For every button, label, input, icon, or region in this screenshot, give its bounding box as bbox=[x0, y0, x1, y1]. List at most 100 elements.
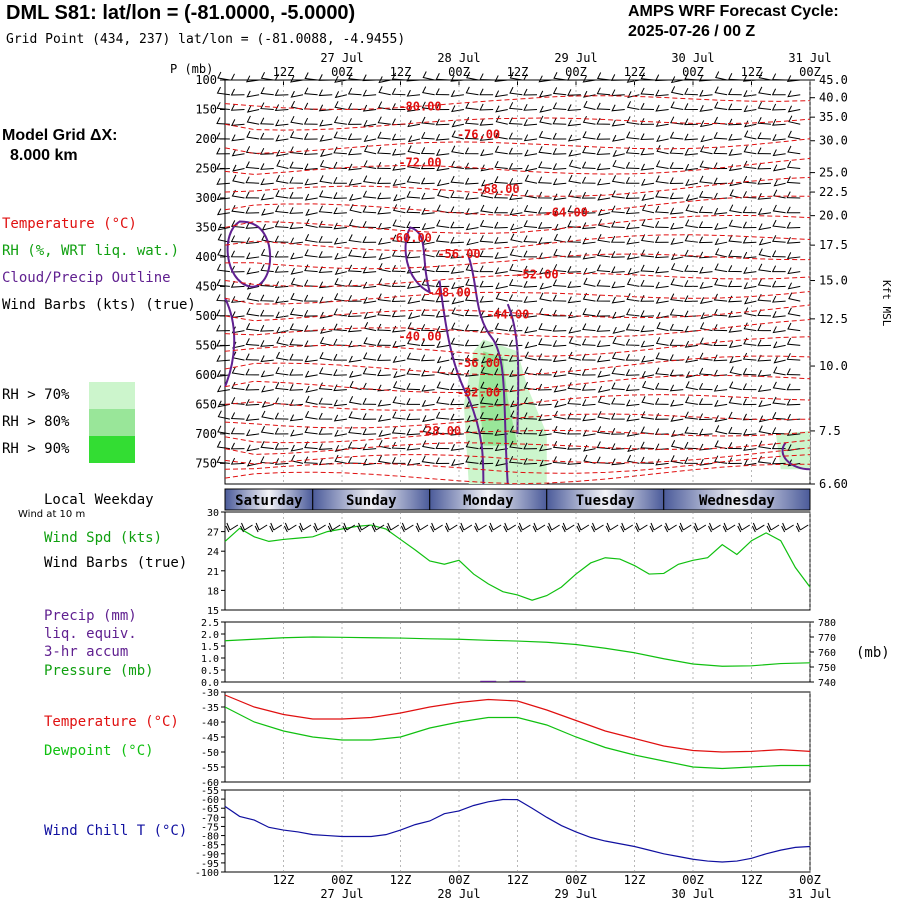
surface-wind-barb bbox=[459, 522, 473, 533]
wind-barb bbox=[611, 311, 625, 319]
weekday-label: Wednesday bbox=[699, 493, 775, 509]
wind-barb bbox=[289, 353, 304, 361]
wind-barb bbox=[493, 206, 508, 214]
wind-barb bbox=[260, 355, 274, 363]
date-tick-label-top: 31 Jul bbox=[788, 51, 831, 65]
wind-barb bbox=[290, 292, 304, 302]
wind-barb bbox=[216, 132, 230, 140]
wind-barb bbox=[685, 194, 698, 202]
wind-barb bbox=[670, 76, 684, 84]
wind-barb bbox=[611, 382, 625, 391]
wind-barb bbox=[537, 176, 552, 184]
wind-barb bbox=[494, 252, 508, 259]
wind-barb bbox=[669, 384, 684, 392]
wind-barb bbox=[552, 340, 567, 347]
wind-barb bbox=[348, 249, 362, 258]
wind-barb bbox=[728, 341, 742, 348]
wind-barb bbox=[772, 381, 786, 391]
wind-barb bbox=[583, 277, 596, 287]
wind-barb bbox=[480, 356, 494, 364]
wind-barb bbox=[684, 133, 698, 141]
temp-panel-ytick-label: -30 bbox=[201, 688, 219, 699]
wind-barb bbox=[334, 268, 347, 276]
wind-barb bbox=[552, 163, 567, 170]
wind-barb bbox=[611, 266, 625, 274]
wind-barb bbox=[216, 440, 230, 450]
wind-barb bbox=[670, 263, 684, 273]
wind-barb bbox=[655, 89, 669, 97]
wind-barb bbox=[217, 400, 230, 408]
wind-barb bbox=[407, 145, 421, 155]
wind-barb bbox=[626, 75, 640, 83]
date-tick-label-top: 29 Jul bbox=[554, 51, 597, 65]
wind-barb bbox=[669, 177, 684, 185]
wind-barb bbox=[611, 104, 625, 112]
wind-barb bbox=[669, 207, 684, 215]
wind-barb bbox=[656, 145, 669, 155]
wind-barb bbox=[728, 73, 742, 81]
pressure-y2tick-label: 770 bbox=[818, 633, 836, 644]
temperature-contour bbox=[224, 195, 811, 217]
wind-barb bbox=[333, 116, 347, 125]
wind-barb bbox=[612, 326, 625, 334]
wind-barb bbox=[290, 75, 304, 83]
wind-barb bbox=[276, 336, 289, 346]
wind-barb bbox=[216, 102, 230, 110]
wind-barb bbox=[274, 235, 289, 243]
wind-barb bbox=[625, 353, 640, 361]
model-grid-line1: Model Grid ΔX: bbox=[2, 127, 118, 144]
temperature-contour bbox=[224, 463, 811, 485]
wind-barb bbox=[552, 264, 567, 273]
wind-barb bbox=[437, 366, 450, 376]
wind-barb bbox=[318, 382, 333, 391]
wind-barb bbox=[700, 135, 713, 143]
surface-wind-barb bbox=[269, 522, 283, 533]
wind-barb bbox=[684, 441, 698, 450]
wind-barb bbox=[304, 87, 318, 96]
wind-barb bbox=[259, 132, 274, 140]
wind-barb bbox=[495, 130, 508, 140]
wind-barb bbox=[407, 322, 421, 332]
wind-barb bbox=[451, 120, 464, 128]
wind-barb bbox=[757, 369, 772, 377]
wind-barb bbox=[670, 293, 684, 302]
wind-barb bbox=[362, 428, 377, 436]
time-tick-label-bottom: 00Z bbox=[799, 873, 821, 887]
wind-barb bbox=[304, 72, 318, 81]
wind-barb bbox=[786, 368, 801, 376]
wind-barb bbox=[260, 87, 274, 96]
windchill-panel-ytick-label: -65 bbox=[201, 804, 219, 815]
wind-barb bbox=[655, 458, 669, 466]
wind-barb bbox=[743, 267, 757, 274]
wind-barb bbox=[230, 265, 245, 273]
wind-barb bbox=[480, 149, 494, 157]
wind-barb bbox=[786, 176, 801, 184]
wind-barb bbox=[597, 218, 611, 228]
wind-barb bbox=[757, 309, 772, 317]
wind-barb bbox=[757, 117, 772, 125]
temperature-line bbox=[224, 694, 811, 753]
time-tick-label-bottom: 12Z bbox=[624, 873, 646, 887]
wind-barb bbox=[742, 74, 757, 82]
wind-barb bbox=[727, 280, 742, 288]
wind-barb bbox=[742, 398, 757, 406]
wind-barb bbox=[406, 221, 420, 228]
wind-barb bbox=[378, 430, 391, 438]
wind-barb bbox=[611, 397, 625, 405]
wind-barb bbox=[333, 353, 347, 361]
wind-barb bbox=[451, 459, 464, 467]
wind-barb bbox=[216, 279, 230, 287]
windchill-panel-ytick-label: -75 bbox=[201, 822, 219, 833]
wind-barb bbox=[376, 162, 391, 169]
wind-barb bbox=[230, 427, 245, 435]
wind-barb bbox=[581, 207, 596, 214]
wind-barb bbox=[611, 220, 625, 228]
wind-barb bbox=[611, 190, 625, 199]
wind-barb bbox=[523, 204, 538, 214]
wind-barb bbox=[275, 311, 289, 319]
wind-barb bbox=[508, 147, 523, 155]
wind-barb bbox=[377, 116, 391, 125]
weekday-caption: Local Weekday bbox=[44, 492, 154, 508]
wind-chill-label: Wind Chill T (°C) bbox=[44, 823, 188, 839]
height-tick-label: 25.0 bbox=[819, 166, 848, 180]
